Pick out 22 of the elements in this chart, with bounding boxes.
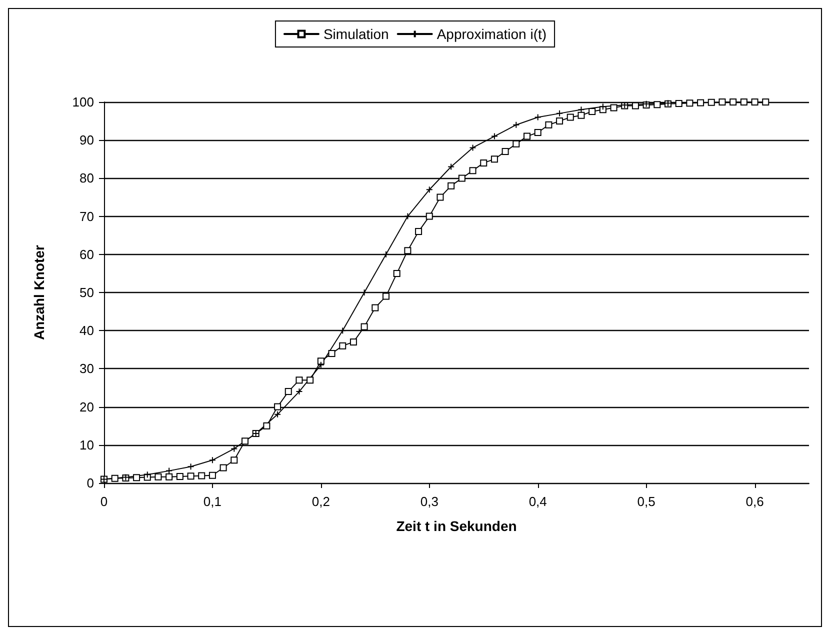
- y-tick-label: 60: [80, 246, 94, 262]
- y-tick-label: 20: [80, 399, 94, 414]
- x-tick-label: 0,2: [312, 494, 330, 509]
- y-tick-label: 80: [80, 170, 94, 186]
- y-tick-label: 90: [80, 132, 94, 148]
- y-tick-label: 10: [80, 437, 94, 452]
- y-axis-title: Anzahl Knoter: [31, 244, 47, 340]
- y-tick-label: 70: [80, 208, 94, 224]
- x-axis-title: Zeit t in Sekunden: [396, 518, 517, 534]
- x-tick-label: 0,3: [420, 494, 438, 509]
- x-tick-label: 0,4: [528, 494, 547, 509]
- x-tick-label: 0: [100, 494, 108, 509]
- x-tick-label: 0,6: [746, 494, 764, 509]
- x-tick-label: 0,5: [637, 494, 656, 509]
- y-tick-label: 30: [80, 361, 94, 376]
- legend-label: Simulation: [323, 26, 389, 42]
- y-tick-label: 100: [72, 94, 94, 110]
- legend-label: Approximation i(t): [436, 26, 547, 42]
- y-tick-label: 40: [80, 323, 94, 338]
- y-tick-label: 0: [86, 476, 94, 490]
- y-tick-label: 50: [80, 285, 94, 300]
- x-tick-label: 0,1: [203, 494, 222, 509]
